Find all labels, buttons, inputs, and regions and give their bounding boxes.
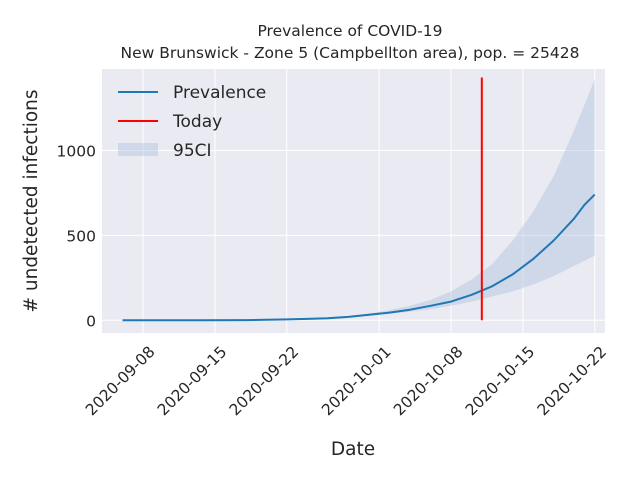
plot-area [102, 69, 605, 333]
x-tick-label: 2020-09-15 [154, 343, 230, 419]
x-tick-label: 2020-10-01 [318, 343, 394, 419]
x-tick-label: 2020-09-08 [82, 343, 158, 419]
x-axis-label: Date [331, 439, 375, 460]
legend-95ci-label: 95CI [173, 141, 212, 161]
legend-today-label: Today [172, 112, 222, 132]
y-tick-label: 1000 [57, 142, 96, 160]
y-axis-label: # undetected infections [21, 89, 42, 312]
legend-prevalence-label: Prevalence [173, 83, 266, 103]
y-tick-label: 500 [66, 227, 96, 245]
x-tick-label: 2020-10-22 [534, 343, 610, 419]
x-tick-label: 2020-10-15 [462, 343, 538, 419]
y-tick-label: 0 [86, 312, 96, 330]
legend-95ci-swatch [118, 143, 158, 156]
legend: Prevalence Today 95CI [118, 83, 266, 161]
chart-subtitle: New Brunswick - Zone 5 (Campbellton area… [121, 44, 580, 62]
prevalence-line [122, 193, 596, 322]
chart-title: Prevalence of COVID-19 [257, 22, 442, 40]
x-tick-label: 2020-10-08 [390, 343, 466, 419]
x-tick-label: 2020-09-22 [226, 343, 302, 419]
